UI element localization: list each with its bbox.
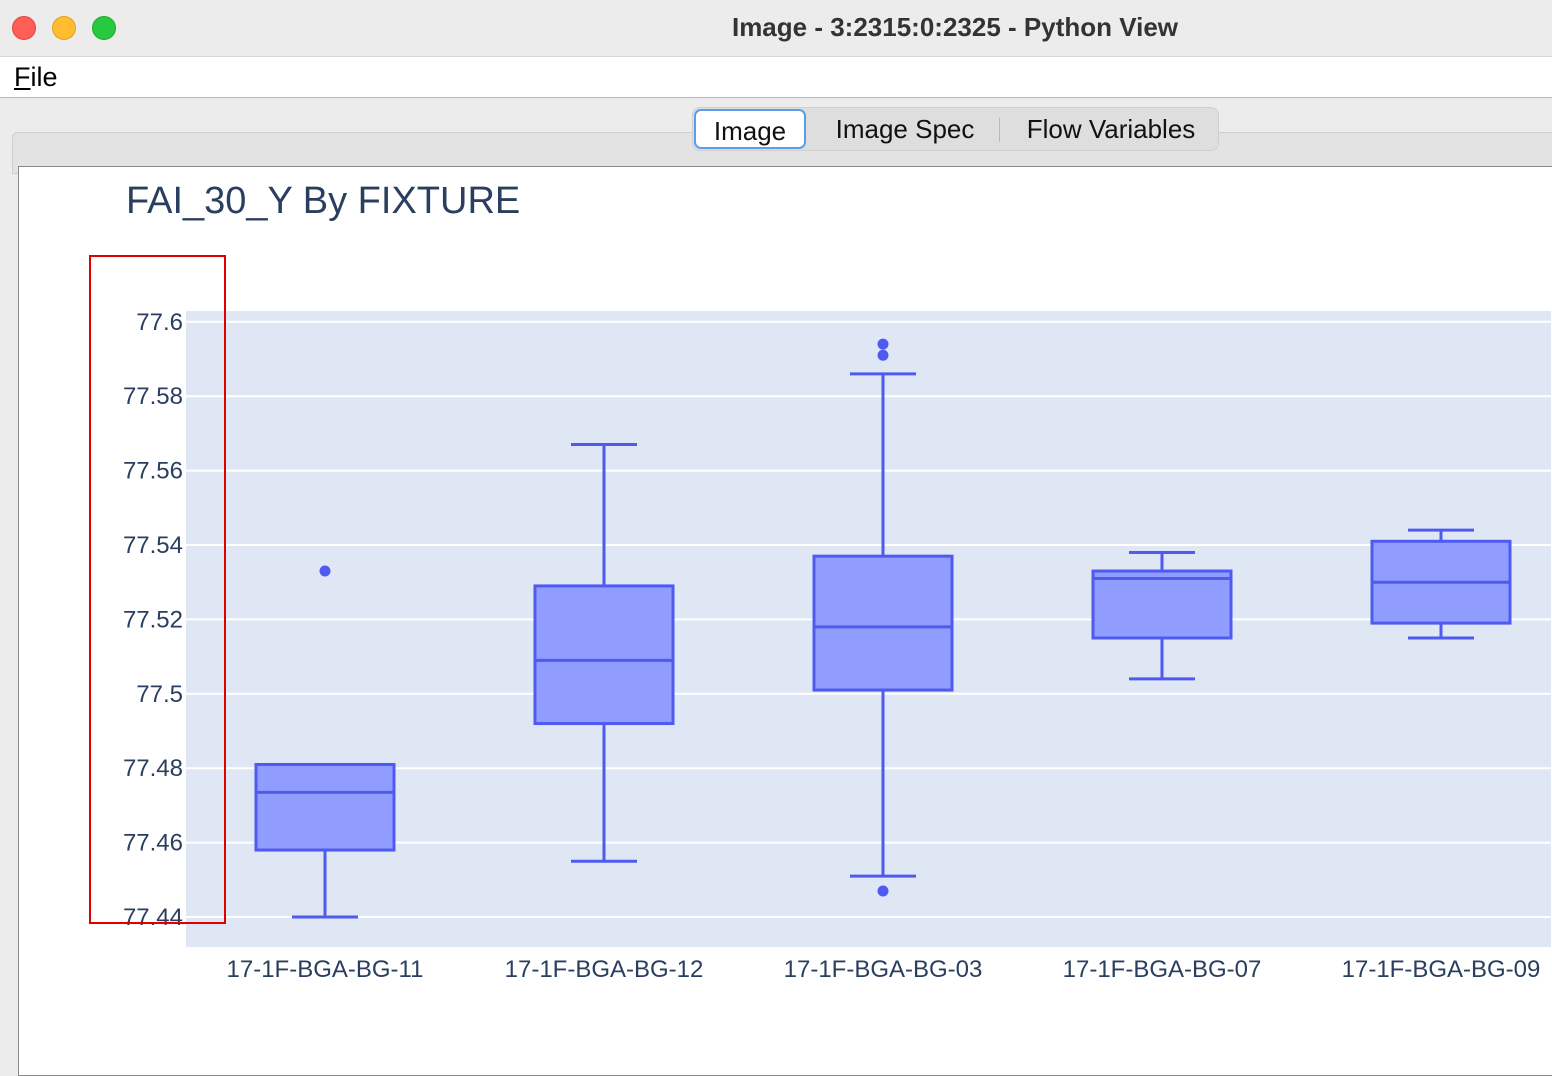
box-outlier-point — [877, 338, 889, 350]
box-iqr — [533, 584, 675, 726]
tab-flow-variables[interactable]: Flow Variables — [1026, 114, 1196, 144]
box-outlier-point — [877, 885, 889, 897]
y-tick-label: 77.52 — [123, 606, 183, 633]
x-tick-label: 17-1F-BGA-BG-03 — [784, 956, 983, 983]
tab-image-spec[interactable]: Image Spec — [835, 114, 975, 144]
x-tick-label: 17-1F-BGA-BG-12 — [505, 956, 704, 983]
menu-file-mnemonic: F — [14, 62, 31, 92]
y-tick-label: 77.46 — [123, 830, 183, 857]
x-tick-label: 17-1F-BGA-BG-09 — [1342, 956, 1541, 983]
box-plot-chart: FAI_30_Y By FIXTURE 77.44 77.46 77.48 77.5 77… — [89, 180, 1551, 983]
maximize-window-button[interactable] — [92, 16, 116, 40]
y-tick-label: 77.56 — [123, 458, 183, 485]
tab-bar: Image Image Spec Flow Variables — [692, 107, 1219, 151]
y-tick-label: 77.44 — [123, 904, 183, 931]
x-tick-label: 17-1F-BGA-BG-11 — [227, 956, 424, 983]
box-outlier-point — [877, 349, 889, 361]
y-axis-highlight-box — [89, 255, 226, 924]
box-iqr — [1091, 569, 1233, 640]
menu-file[interactable]: File — [14, 62, 58, 93]
y-tick-label: 77.58 — [123, 383, 183, 410]
box-outlier-point — [319, 565, 331, 577]
x-tick-label: 17-1F-BGA-BG-07 — [1063, 956, 1262, 983]
y-tick-label: 77.6 — [136, 309, 183, 336]
close-window-button[interactable] — [12, 16, 36, 40]
box-iqr — [254, 762, 396, 852]
menu-bar: File — [0, 56, 1552, 98]
box-iqr — [812, 554, 954, 692]
window-title: Image - 3:2315:0:2325 - Python View — [731, 12, 1179, 42]
title-bar: Image - 3:2315:0:2325 - Python View — [0, 0, 1552, 56]
y-tick-label: 77.48 — [123, 755, 183, 782]
chart-title: FAI_30_Y By FIXTURE — [126, 180, 520, 222]
image-panel: FAI_30_Y By FIXTURE 77.44 77.46 77.48 77.5 77… — [18, 166, 1552, 1076]
tab-separator — [999, 118, 1000, 142]
y-tick-label: 77.5 — [136, 681, 183, 708]
tab-image[interactable]: Image — [694, 109, 806, 149]
minimize-window-button[interactable] — [52, 16, 76, 40]
y-tick-label: 77.54 — [123, 532, 183, 559]
menu-file-rest: ile — [30, 62, 58, 92]
